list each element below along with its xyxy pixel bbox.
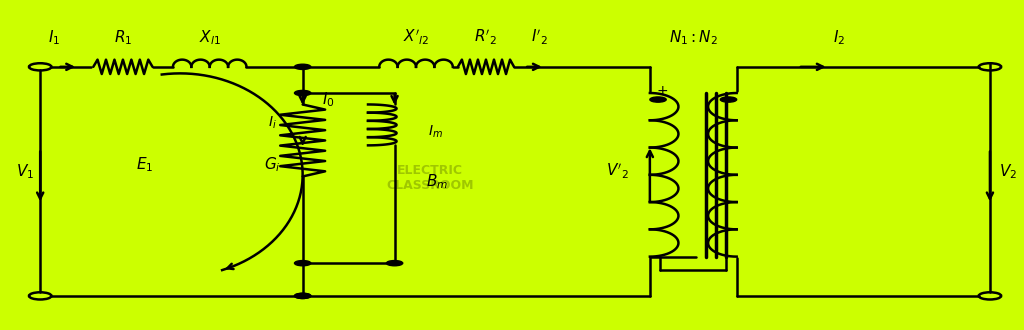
Text: $X'_{l2}$: $X'_{l2}$ [402, 28, 429, 47]
Text: $V'_2$: $V'_2$ [606, 162, 629, 181]
Text: $+$: $+$ [656, 84, 669, 98]
Text: $I_1$: $I_1$ [48, 28, 60, 47]
Text: $I_2$: $I_2$ [833, 28, 845, 47]
Circle shape [295, 261, 311, 266]
Circle shape [720, 97, 736, 102]
Text: $V_2$: $V_2$ [999, 162, 1018, 181]
Text: $R'_2$: $R'_2$ [474, 28, 498, 47]
Circle shape [295, 64, 311, 69]
Text: $V_1$: $V_1$ [15, 162, 34, 181]
Text: $N_1 : N_2$: $N_1 : N_2$ [669, 28, 718, 47]
Text: $G_i$: $G_i$ [263, 156, 281, 174]
Text: $I_i$: $I_i$ [267, 114, 276, 131]
Text: $X_{l1}$: $X_{l1}$ [199, 28, 220, 47]
Circle shape [386, 261, 402, 266]
Text: $B_m$: $B_m$ [426, 172, 449, 191]
Circle shape [650, 97, 667, 102]
Text: $I_0$: $I_0$ [322, 90, 335, 109]
Text: $R_1$: $R_1$ [114, 28, 132, 47]
Text: $E_1$: $E_1$ [136, 156, 153, 174]
Circle shape [295, 293, 311, 299]
Circle shape [295, 293, 311, 299]
Text: $I'_2$: $I'_2$ [531, 28, 548, 47]
Circle shape [295, 90, 311, 96]
Text: $I_m$: $I_m$ [428, 124, 442, 141]
Text: ELECTRIC
CLASSROOM: ELECTRIC CLASSROOM [386, 164, 474, 192]
